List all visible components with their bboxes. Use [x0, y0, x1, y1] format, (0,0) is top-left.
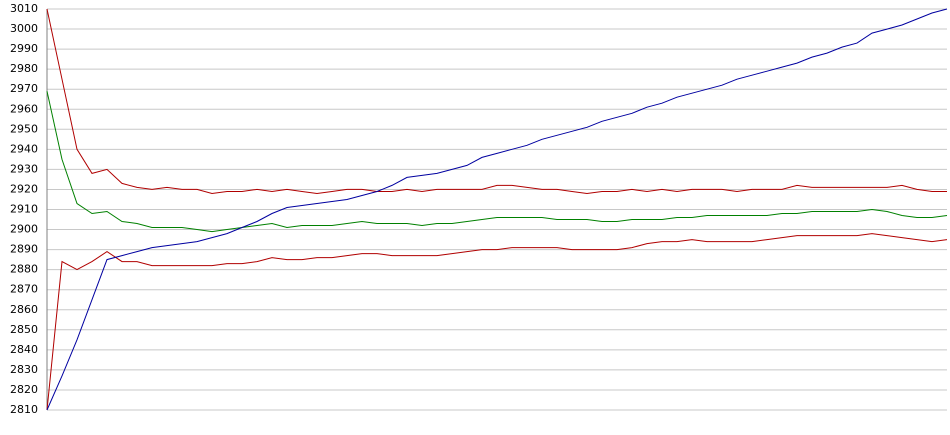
y-tick-label: 2860 [10, 303, 38, 316]
y-tick-label: 3000 [10, 22, 38, 35]
y-tick-label: 2810 [10, 403, 38, 416]
series-line [46, 233, 948, 411]
series-line [46, 91, 948, 233]
y-tick-label: 2990 [10, 42, 38, 55]
y-tick-label: 3010 [10, 2, 38, 15]
y-tick-label: 2950 [10, 122, 38, 135]
y-tick-label: 2960 [10, 102, 38, 115]
y-tick-label: 2900 [10, 223, 38, 236]
y-tick-label: 2840 [10, 343, 38, 356]
y-tick-label: 2880 [10, 263, 38, 276]
y-tick-label: 2890 [10, 243, 38, 256]
y-tick-label: 2940 [10, 142, 38, 155]
y-tick-label: 2870 [10, 283, 38, 296]
y-tick-label: 2930 [10, 162, 38, 175]
y-tick-label: 2820 [10, 383, 38, 396]
y-tick-label: 2970 [10, 82, 38, 95]
y-tick-label: 2910 [10, 203, 38, 216]
y-tick-label: 2920 [10, 182, 38, 195]
series-line [46, 8, 947, 195]
y-tick-label: 2850 [10, 323, 38, 336]
y-tick-label: 2830 [10, 363, 38, 376]
y-tick-label: 2980 [10, 62, 38, 75]
series-line [46, 8, 948, 411]
